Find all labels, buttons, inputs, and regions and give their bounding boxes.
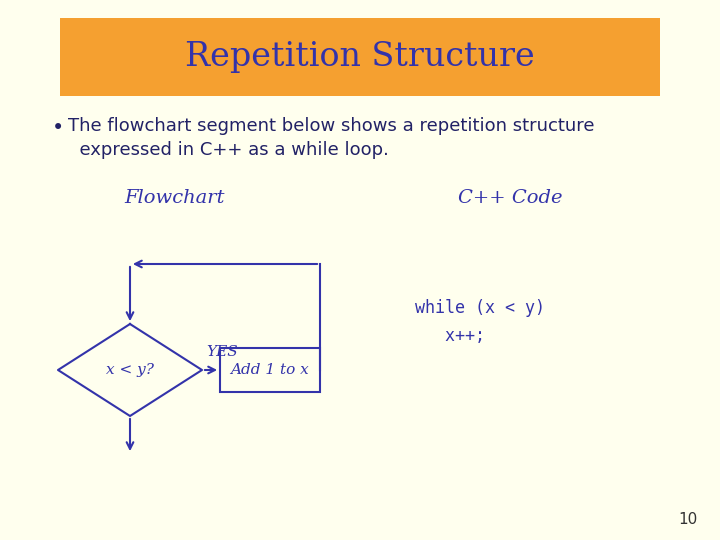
Text: while (x < y): while (x < y) <box>415 299 545 317</box>
FancyBboxPatch shape <box>220 348 320 392</box>
Text: YES: YES <box>206 345 238 359</box>
Text: Repetition Structure: Repetition Structure <box>185 41 535 73</box>
FancyBboxPatch shape <box>60 18 660 96</box>
Text: The flowchart segment below shows a repetition structure
  expressed in C++ as a: The flowchart segment below shows a repe… <box>68 117 595 159</box>
Text: C++ Code: C++ Code <box>458 189 562 207</box>
Polygon shape <box>58 324 202 416</box>
Text: •: • <box>52 118 64 138</box>
Text: Flowchart: Flowchart <box>125 189 225 207</box>
Text: x++;: x++; <box>415 327 485 345</box>
Text: x < y?: x < y? <box>106 363 154 377</box>
Text: Add 1 to x: Add 1 to x <box>230 363 310 377</box>
Text: 10: 10 <box>679 512 698 527</box>
